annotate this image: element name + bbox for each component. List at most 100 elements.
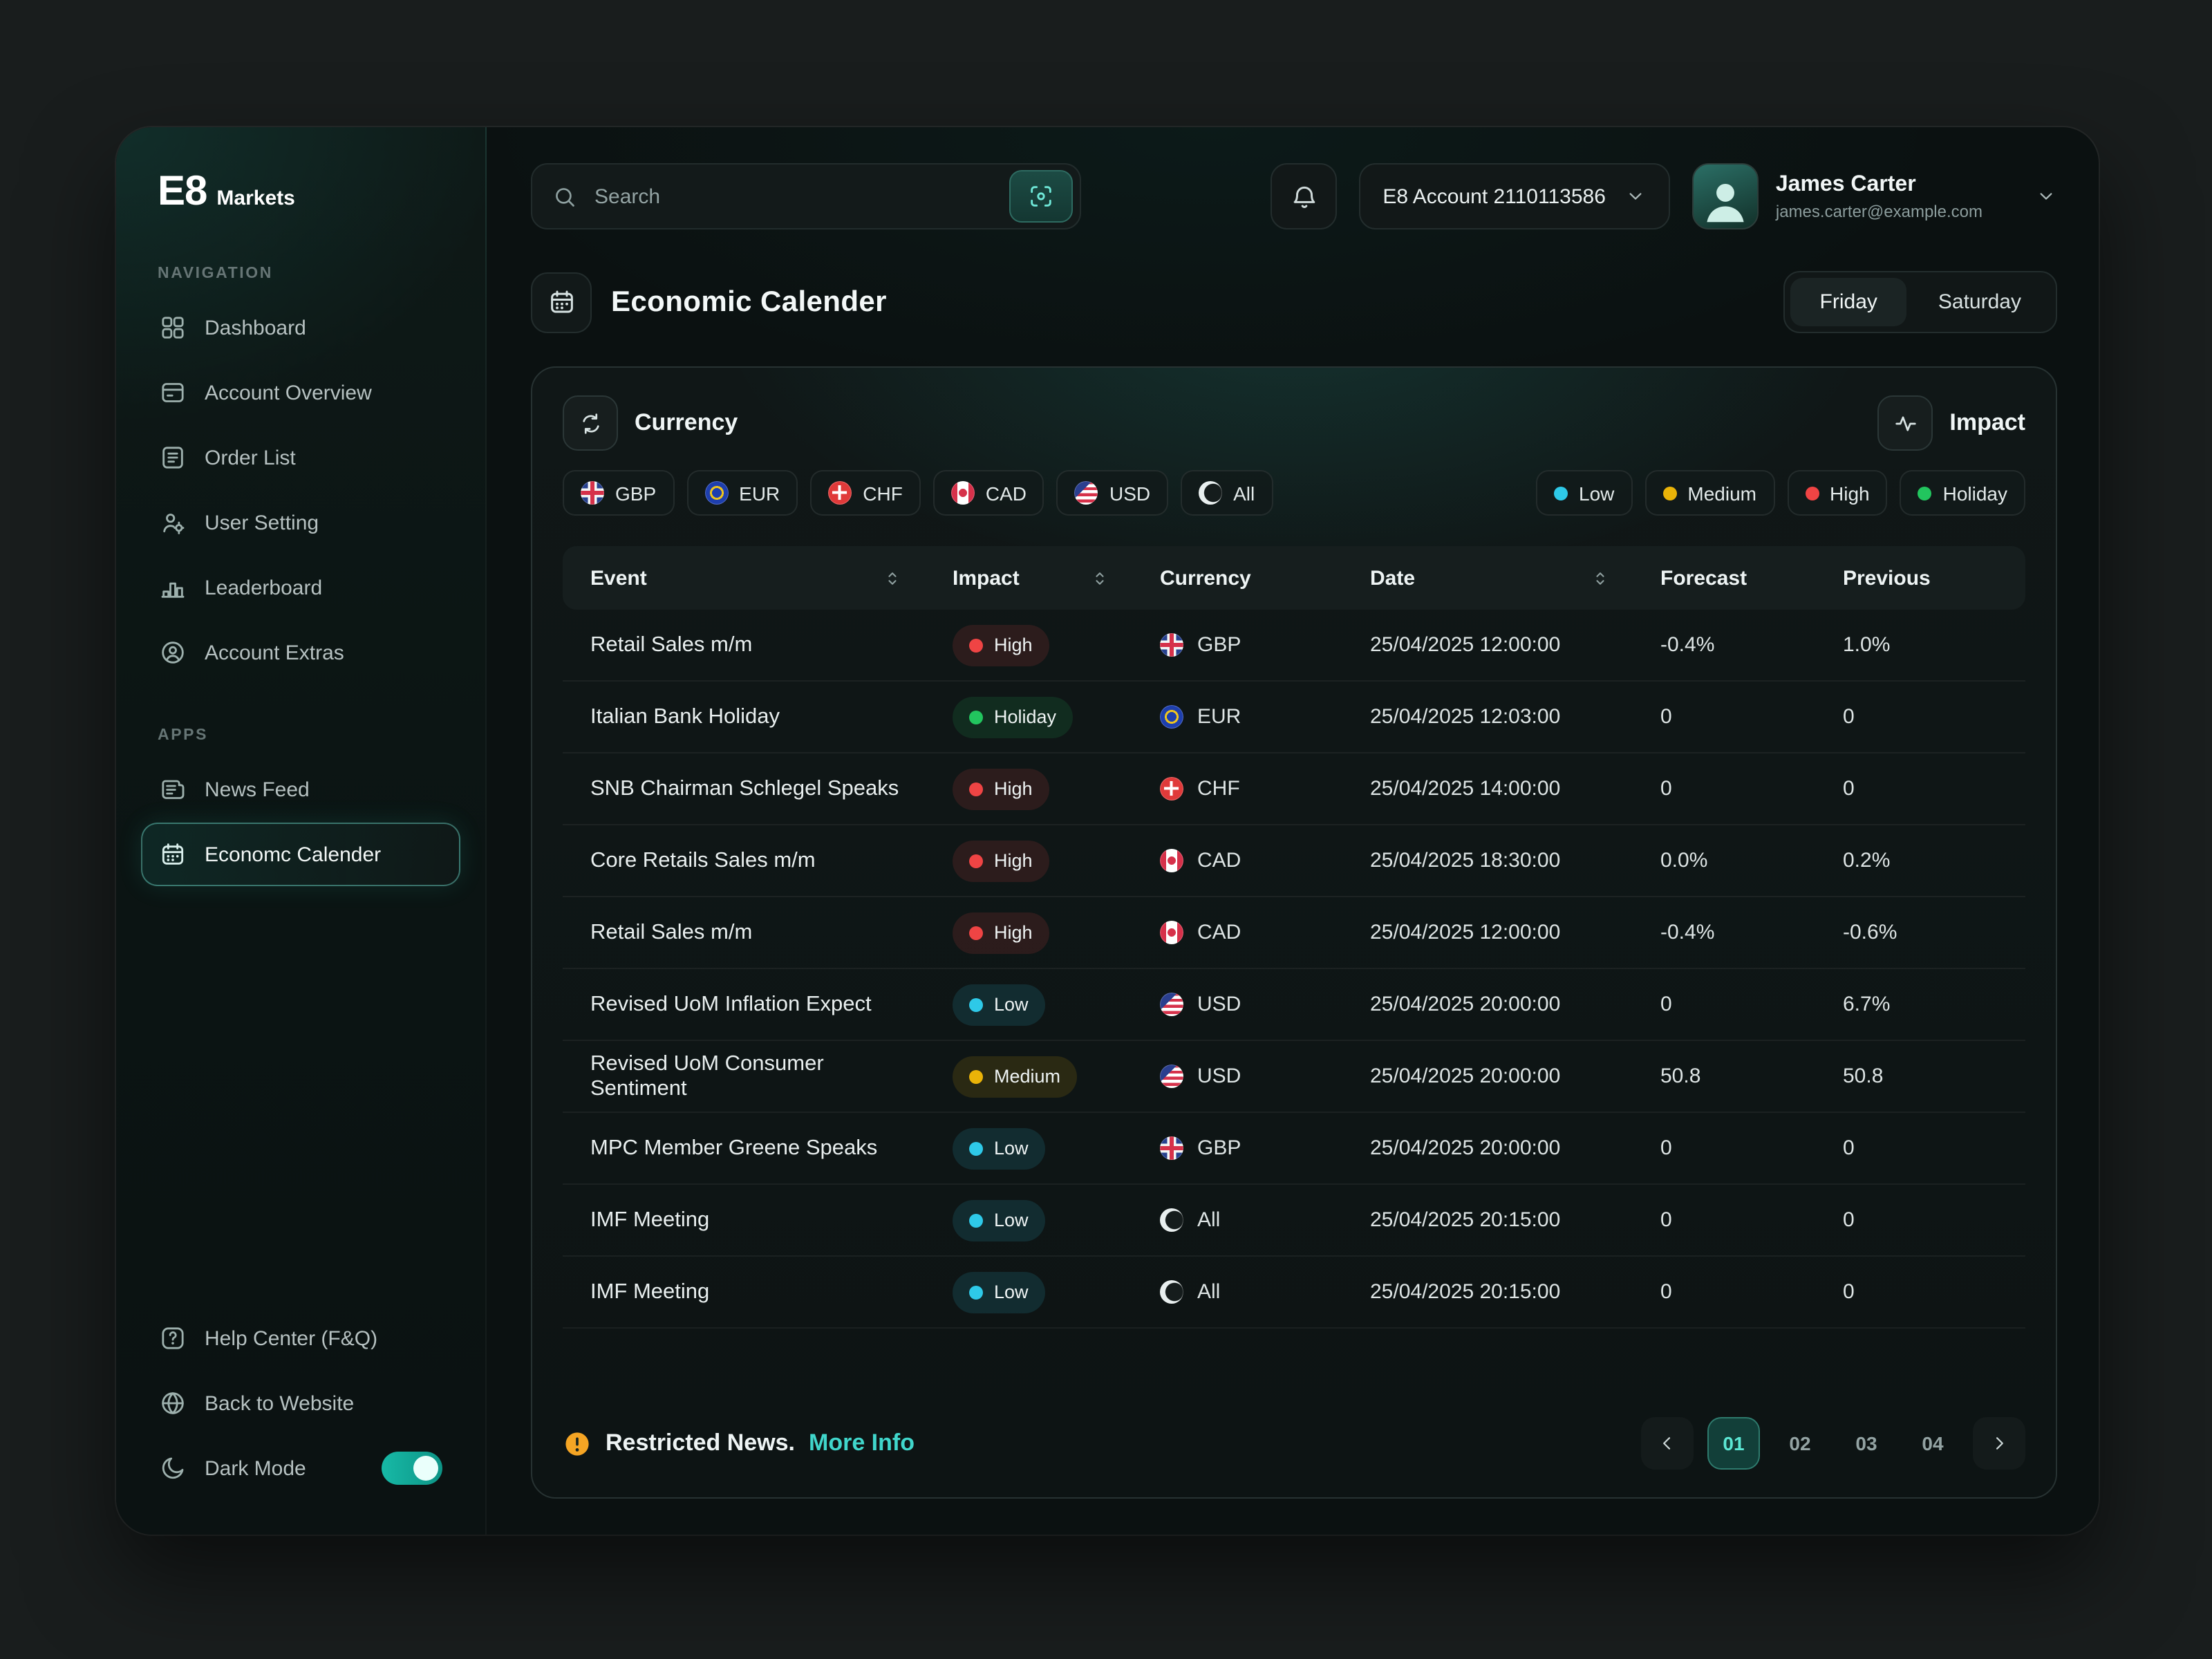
impact-cell: Holiday — [925, 696, 1132, 738]
pagination-page-01[interactable]: 01 — [1707, 1417, 1760, 1470]
sidebar-item-label: Dark Mode — [205, 1456, 306, 1480]
impact-chip-low[interactable]: Low — [1536, 470, 1632, 516]
previous-cell: -0.6% — [1815, 921, 2025, 944]
chevron-down-icon — [2035, 185, 2057, 207]
usd-flag-icon — [1160, 1065, 1183, 1088]
impact-cell: High — [925, 912, 1132, 953]
account-selector[interactable]: E8 Account 2110113586 — [1359, 163, 1671, 229]
bell-icon — [1289, 182, 1318, 211]
impact-chip-medium[interactable]: Medium — [1644, 470, 1774, 516]
pagination-page-03[interactable]: 03 — [1840, 1417, 1893, 1470]
previous-cell: 50.8 — [1815, 1065, 2025, 1088]
day-tab-saturday[interactable]: Saturday — [1909, 278, 2050, 326]
notifications-button[interactable] — [1271, 163, 1337, 229]
column-header-date[interactable]: Date — [1342, 566, 1633, 590]
topbar-right: E8 Account 2110113586 James Carter james… — [1271, 163, 2057, 229]
cad-flag-icon — [951, 481, 975, 505]
impact-dot-icon — [1554, 486, 1568, 500]
currency-chip-all[interactable]: All — [1181, 470, 1273, 516]
impact-badge: High — [953, 912, 1049, 953]
column-header-event[interactable]: Event — [563, 566, 925, 590]
brand-mark: E8 — [158, 169, 207, 216]
date-cell: 25/04/2025 12:00:00 — [1342, 921, 1633, 944]
currency-chip-label: CAD — [986, 482, 1027, 504]
sidebar-spacer — [141, 888, 460, 1306]
currency-chip-chf[interactable]: CHF — [810, 470, 921, 516]
sidebar-footer-list: Help Center (F&Q) Back to Website Dark M… — [141, 1306, 460, 1501]
search-bar[interactable] — [531, 163, 1081, 229]
sidebar-item-label: Help Center (F&Q) — [205, 1327, 377, 1350]
impact-dot-icon — [969, 854, 983, 868]
table-body: Retail Sales m/m High GBP 25/04/2025 12:… — [563, 610, 2025, 1329]
currency-filter-label: Currency — [635, 409, 738, 437]
chf-flag-icon — [828, 481, 852, 505]
page-title: Economic Calender — [611, 285, 887, 319]
impact-dot-icon — [969, 638, 983, 652]
forecast-cell: 0 — [1633, 1280, 1815, 1304]
impact-cell: Low — [925, 1271, 1132, 1313]
previous-cell: 0 — [1815, 1280, 2025, 1304]
currency-chip-eur[interactable]: EUR — [686, 470, 798, 516]
currency-chip-label: GBP — [615, 482, 656, 504]
previous-cell: 0 — [1815, 1136, 2025, 1160]
impact-chip-high[interactable]: High — [1787, 470, 1888, 516]
column-header-currency: Currency — [1132, 566, 1342, 590]
sidebar-item-label: User Setting — [205, 511, 319, 534]
sidebar-item-dashboard[interactable]: Dashboard — [141, 296, 460, 359]
scan-button[interactable] — [1009, 170, 1073, 223]
more-info-link[interactable]: More Info — [809, 1430, 915, 1457]
sidebar-item-label: Back to Website — [205, 1391, 354, 1415]
user-menu[interactable]: James Carter james.carter@example.com — [1693, 163, 2057, 229]
dashboard-icon — [159, 314, 187, 341]
impact-chip-label: Low — [1579, 482, 1614, 504]
currency-cell: USD — [1132, 993, 1342, 1016]
cad-flag-icon — [1160, 921, 1183, 944]
sidebar-item-leaderboard[interactable]: Leaderboard — [141, 556, 460, 619]
currency-chip-usd[interactable]: USD — [1057, 470, 1168, 516]
impact-chip-holiday[interactable]: Holiday — [1900, 470, 2025, 516]
sidebar-item-account-overview[interactable]: Account Overview — [141, 361, 460, 424]
table-row: Retail Sales m/m High GBP 25/04/2025 12:… — [563, 610, 2025, 682]
currency-chip-label: EUR — [739, 482, 780, 504]
table-row: IMF Meeting Low All 25/04/2025 20:15:00 … — [563, 1185, 2025, 1257]
sort-icon — [882, 568, 903, 588]
impact-badge: High — [953, 624, 1049, 666]
impact-legend: Low Medium High Holiday — [1536, 470, 2025, 516]
impact-cell: Low — [925, 1199, 1132, 1241]
dark-mode-toggle[interactable] — [382, 1452, 442, 1485]
sidebar-item-account-extras[interactable]: Account Extras — [141, 621, 460, 684]
date-cell: 25/04/2025 12:03:00 — [1342, 705, 1633, 729]
leaderboard-icon — [159, 574, 187, 601]
scan-icon — [1027, 182, 1055, 210]
sidebar-item-dark-mode[interactable]: Dark Mode — [141, 1436, 460, 1500]
pagination-page-04[interactable]: 04 — [1906, 1417, 1959, 1470]
currency-chip-cad[interactable]: CAD — [933, 470, 1044, 516]
sidebar-item-economc-calender[interactable]: Economc Calender — [141, 823, 460, 886]
pagination-page-02[interactable]: 02 — [1774, 1417, 1826, 1470]
sidebar-item-news-feed[interactable]: News Feed — [141, 758, 460, 821]
previous-cell: 0.2% — [1815, 849, 2025, 872]
sort-icon — [1089, 568, 1110, 588]
sidebar-item-help-center-f-q[interactable]: Help Center (F&Q) — [141, 1306, 460, 1370]
moon-icon — [159, 1454, 187, 1482]
date-cell: 25/04/2025 20:00:00 — [1342, 993, 1633, 1016]
event-cell: MPC Member Greene Speaks — [563, 1136, 925, 1161]
sidebar-item-user-setting[interactable]: User Setting — [141, 491, 460, 554]
pagination-prev-button[interactable] — [1641, 1417, 1694, 1470]
impact-dot-icon — [969, 1069, 983, 1083]
currency-chip-gbp[interactable]: GBP — [563, 470, 674, 516]
app-window: E8 Markets NAVIGATION Dashboard Account … — [116, 127, 2099, 1535]
column-header-impact[interactable]: Impact — [925, 566, 1132, 590]
day-tab-friday[interactable]: Friday — [1791, 278, 1906, 326]
user-name: James Carter — [1776, 172, 1983, 197]
date-cell: 25/04/2025 20:15:00 — [1342, 1208, 1633, 1232]
table-row: Italian Bank Holiday Holiday EUR 25/04/2… — [563, 682, 2025, 753]
search-input[interactable] — [592, 183, 995, 209]
pagination-next-button[interactable] — [1973, 1417, 2025, 1470]
sidebar-item-back-to-website[interactable]: Back to Website — [141, 1371, 460, 1435]
sidebar-item-order-list[interactable]: Order List — [141, 426, 460, 489]
chevron-down-icon — [1625, 185, 1647, 207]
nav-section-label: NAVIGATION — [158, 265, 460, 282]
all-flag-icon — [1160, 1280, 1183, 1304]
currency-icon — [563, 395, 618, 451]
